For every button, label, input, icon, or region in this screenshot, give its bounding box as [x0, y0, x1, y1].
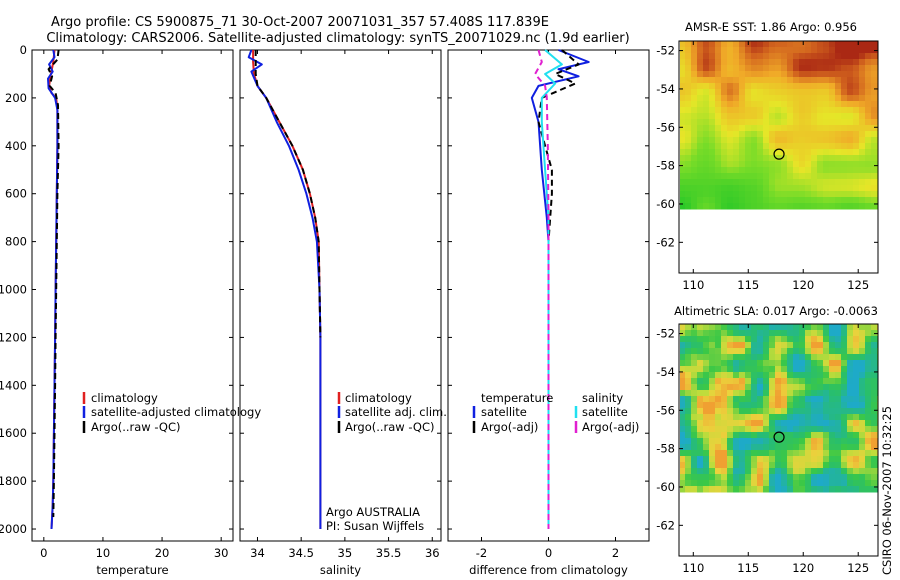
legend-label-climatology: climatology — [345, 391, 412, 405]
legend-title-temperature: temperature — [481, 391, 553, 405]
y-tick-label: 200 — [5, 91, 27, 105]
series-line-satellite-adj-clim — [247, 49, 322, 529]
x-tick-label: 120 — [792, 561, 814, 575]
series-line-satellite-adjusted-climatology — [47, 49, 59, 530]
sla-map-panel: 110 115 120 125 -52 -54 -56 -58 -60 -62 — [656, 323, 879, 575]
legend-label-satellite: satellite adj. clim. — [345, 405, 447, 419]
legend-title-salinity: salinity — [582, 391, 623, 405]
x-tick-label: 120 — [792, 278, 814, 292]
y-tick-label: -58 — [656, 159, 675, 173]
x-tick-label: 35.5 — [376, 546, 402, 560]
y-tick-label: 1200 — [0, 330, 27, 344]
y-tick-label: 400 — [5, 139, 27, 153]
x-tick-label: 30 — [214, 546, 229, 560]
sla_map-raster — [680, 324, 878, 493]
figure-title-line2: Climatology: CARS2006. Satellite-adjuste… — [46, 31, 629, 46]
series-line-temperature-satellite — [530, 49, 590, 529]
sst-map-panel: 110 115 120 125 -52 -54 -56 -58 -60 -62 — [656, 40, 879, 292]
salinity-profile-panel: 34 34.5 35 35.5 36 salinity — [239, 49, 442, 577]
y-tick-label: -56 — [656, 120, 675, 134]
y-tick-label: -52 — [656, 327, 675, 341]
y-tick-label: -58 — [656, 442, 675, 456]
x-tick-label: 110 — [682, 561, 704, 575]
y-tick-label: -60 — [656, 197, 675, 211]
salinity-plot-frame — [239, 49, 442, 542]
x-tick-label: 2 — [612, 546, 619, 560]
x-tick-label: 115 — [737, 278, 759, 292]
legend-label-satellite: satellite-adjusted climatology — [91, 405, 261, 419]
x-tick-label: 34 — [250, 546, 265, 560]
series-line-argo-raw-qc — [254, 50, 322, 338]
series-line-salinity-argo-adj — [534, 49, 550, 529]
y-tick-label: 0 — [20, 43, 27, 57]
x-axis-label: difference from climatology — [469, 563, 628, 577]
float-position-marker — [773, 148, 785, 160]
y-tick-label: -56 — [656, 403, 675, 417]
difference-legend: temperature satellite Argo(-adj) salinit… — [472, 391, 639, 434]
y-tick-label: 1600 — [0, 426, 27, 440]
temperature-profile-panel: 0 10 20 30 0 200 400 600 800 1000 1200 1400 1600 1800… — [0, 43, 234, 577]
x-tick-label: 36 — [425, 546, 440, 560]
sla-map-title: Altimetric SLA: 0.017 Argo: -0.0063 — [674, 304, 878, 318]
y-tick-label: 2000 — [0, 522, 27, 536]
temperature-plot-frame — [31, 49, 234, 542]
y-tick-label: 1400 — [0, 378, 27, 392]
footer-timestamp: CSIRO 06-Nov-2007 10:32:25 — [880, 406, 894, 575]
legend-label-temp-satellite: satellite — [481, 405, 527, 419]
figure-title-line1: Argo profile: CS 5900875_71 30-Oct-2007 … — [51, 15, 549, 30]
series-line-salinity-satellite — [540, 49, 563, 529]
series-line-climatology — [252, 50, 322, 529]
x-tick-label: 0 — [545, 546, 552, 560]
x-tick-label: 10 — [96, 546, 111, 560]
x-tick-label: 20 — [155, 546, 170, 560]
legend-label-sal-satellite: satellite — [582, 405, 628, 419]
x-tick-label: 0 — [40, 546, 47, 560]
y-tick-label: -52 — [656, 44, 675, 58]
temperature-legend: climatology satellite-adjusted climatolo… — [82, 391, 261, 434]
x-tick-label: 125 — [847, 278, 869, 292]
y-tick-label: -54 — [656, 365, 675, 379]
y-tick-label: -62 — [656, 235, 675, 249]
salinity-legend: climatology satellite adj. clim. Argo(..… — [326, 391, 447, 533]
y-tick-label: -62 — [656, 518, 675, 532]
legend-label-climatology: climatology — [91, 391, 158, 405]
sst-map-title: AMSR-E SST: 1.86 Argo: 0.956 — [685, 20, 857, 34]
difference-profile-panel: -2 0 2 difference from climatology — [447, 49, 650, 577]
x-tick-label: 125 — [847, 561, 869, 575]
x-axis-label: salinity — [320, 563, 361, 577]
x-tick-label: 34.5 — [288, 546, 314, 560]
float-position-marker — [773, 431, 785, 443]
y-tick-label: -54 — [656, 82, 675, 96]
y-tick-label: 600 — [5, 187, 27, 201]
legend-label-sal-argo: Argo(-adj) — [582, 420, 639, 434]
x-axis-label: temperature — [96, 563, 168, 577]
y-tick-label: 1800 — [0, 474, 27, 488]
x-tick-label: -2 — [476, 546, 487, 560]
x-tick-label: 115 — [737, 561, 759, 575]
series-line-temperature-argo-adj — [537, 49, 580, 529]
y-tick-label: 1000 — [0, 283, 27, 297]
legend-label-temp-argo: Argo(-adj) — [481, 420, 538, 434]
y-tick-label: -60 — [656, 480, 675, 494]
sla_map-frame — [678, 323, 879, 557]
y-tick-label: 800 — [5, 235, 27, 249]
sst_map-raster — [680, 41, 878, 210]
legend-label-argo: Argo(..raw -QC) — [345, 420, 435, 434]
float-pi-label: PI: Susan Wijffels — [326, 519, 424, 533]
legend-label-argo: Argo(..raw -QC) — [91, 420, 181, 434]
float-owner-label: Argo AUSTRALIA — [326, 505, 420, 519]
x-tick-label: 35 — [338, 546, 353, 560]
x-tick-label: 110 — [682, 278, 704, 292]
sst_map-frame — [678, 40, 879, 274]
